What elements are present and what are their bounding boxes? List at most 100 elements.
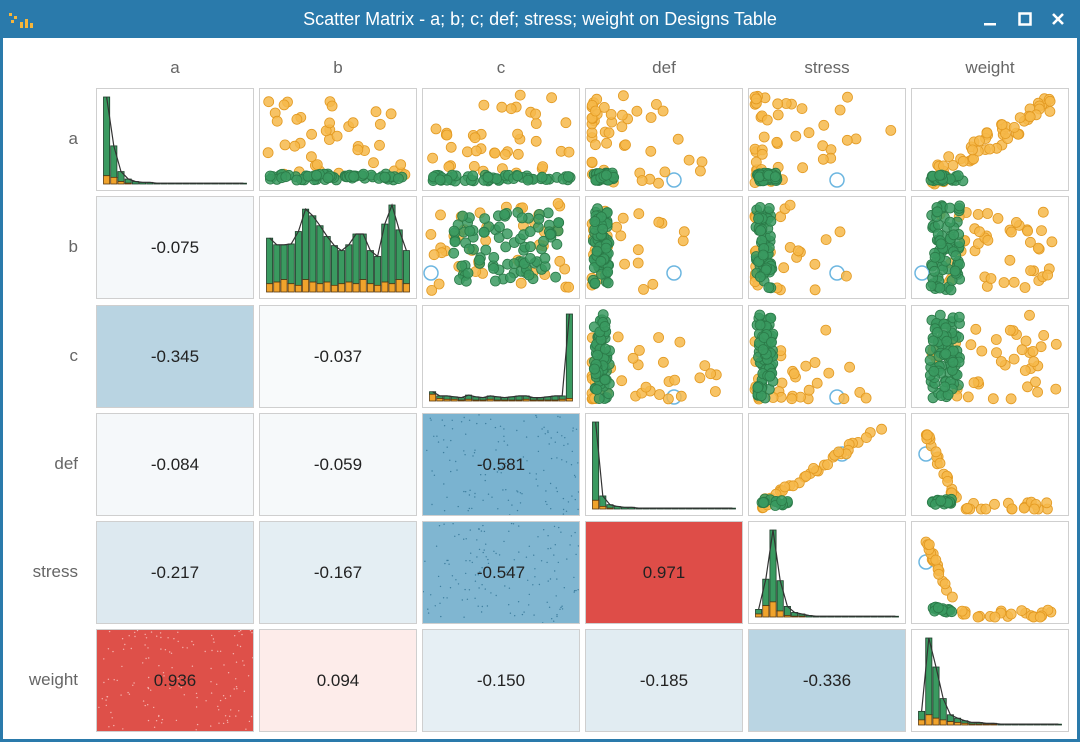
scatter-cell-a-c[interactable] xyxy=(422,88,580,191)
data-point-orange xyxy=(939,578,951,590)
correlation-cell-stress-b[interactable]: -0.167 xyxy=(259,521,417,624)
scatter-plot-b-vs-weight[interactable] xyxy=(912,197,1068,298)
data-point-orange xyxy=(1044,105,1056,117)
histogram-bar-orange xyxy=(316,283,324,293)
data-point-orange xyxy=(998,277,1010,288)
data-point-orange xyxy=(841,270,852,282)
histogram-cell-weight[interactable] xyxy=(911,629,1069,732)
correlation-cell-b-a[interactable]: -0.075 xyxy=(96,196,254,299)
scatter-plot-a-vs-c[interactable] xyxy=(423,89,579,190)
data-point-orange xyxy=(962,391,974,403)
data-point-orange xyxy=(638,284,649,295)
scatter-plot-c-vs-stress[interactable] xyxy=(749,306,905,407)
data-point-orange xyxy=(1004,324,1016,336)
scatter-plot-b-vs-stress[interactable] xyxy=(749,197,905,298)
scatter-cell-b-def[interactable] xyxy=(585,196,743,299)
correlation-cell-def-b[interactable]: -0.059 xyxy=(259,413,417,516)
scatter-cell-b-stress[interactable] xyxy=(748,196,906,299)
scatter-plot-a-vs-b[interactable] xyxy=(260,89,416,190)
data-point-green xyxy=(589,363,600,375)
histogram-cell-a[interactable] xyxy=(96,88,254,191)
row-label-c: c xyxy=(69,345,79,365)
correlation-cell-def-c[interactable]: -0.581 xyxy=(422,413,580,516)
histogram-bar-green xyxy=(309,215,317,283)
histogram-bar-orange xyxy=(925,714,933,726)
histogram-c[interactable] xyxy=(423,306,579,407)
correlation-value: -0.217 xyxy=(150,562,200,582)
scatter-plot-c-vs-weight[interactable] xyxy=(912,306,1068,407)
maximize-button[interactable] xyxy=(1010,4,1040,34)
data-point-orange xyxy=(441,129,453,141)
data-point-green xyxy=(945,284,957,296)
scatter-cell-c-stress[interactable] xyxy=(748,305,906,408)
scatter-cell-a-weight[interactable] xyxy=(911,88,1069,191)
scatter-cell-c-weight[interactable] xyxy=(911,305,1069,408)
data-point-orange xyxy=(792,245,804,257)
scatter-cell-a-b[interactable] xyxy=(259,88,417,191)
data-point-orange xyxy=(552,198,564,209)
correlation-value: -0.084 xyxy=(150,454,200,474)
scatter-cell-def-stress[interactable] xyxy=(748,413,906,516)
scatter-plot-stress-vs-weight[interactable] xyxy=(912,522,1068,623)
histogram-def[interactable] xyxy=(586,414,742,515)
histogram-cell-stress[interactable] xyxy=(748,521,906,624)
scatter-cell-a-def[interactable] xyxy=(585,88,743,191)
scatter-cell-c-def[interactable] xyxy=(585,305,743,408)
histogram-cell-c[interactable] xyxy=(422,305,580,408)
correlation-cell-def-a[interactable]: -0.084 xyxy=(96,413,254,516)
correlation-cell-weight-stress[interactable]: -0.336 xyxy=(748,629,906,732)
histogram-b[interactable] xyxy=(260,197,416,298)
scatter-plot-a-vs-stress[interactable] xyxy=(749,89,905,190)
data-point-orange xyxy=(758,131,770,143)
data-point-green xyxy=(544,229,556,240)
correlation-cell-stress-def[interactable]: 0.971 xyxy=(585,521,743,624)
data-point-orange xyxy=(589,139,601,151)
title-bar[interactable]: Scatter Matrix - a; b; c; def; stress; w… xyxy=(0,0,1080,38)
scatter-cell-b-c[interactable] xyxy=(422,196,580,299)
correlation-cell-stress-c[interactable]: -0.547 xyxy=(422,521,580,624)
correlation-cell-c-a[interactable]: -0.345 xyxy=(96,305,254,408)
data-point-orange xyxy=(756,148,768,160)
data-point-green xyxy=(551,238,563,250)
histogram-a[interactable] xyxy=(97,89,253,190)
data-point-orange xyxy=(514,89,526,101)
scatter-plot-a-vs-weight[interactable] xyxy=(912,89,1068,190)
scatter-plot-b-vs-def[interactable] xyxy=(586,197,742,298)
selected-point-ring xyxy=(666,172,682,188)
app-logo-icon xyxy=(9,13,33,28)
scatter-cell-stress-weight[interactable] xyxy=(911,521,1069,624)
scatter-plot-a-vs-def[interactable] xyxy=(586,89,742,190)
scatter-cell-a-stress[interactable] xyxy=(748,88,906,191)
data-point-green xyxy=(448,225,460,237)
correlation-cell-weight-def[interactable]: -0.185 xyxy=(585,629,743,732)
scatter-plot-b-vs-c[interactable] xyxy=(423,197,579,298)
data-point-green xyxy=(600,242,612,254)
histogram-cell-def[interactable] xyxy=(585,413,743,516)
data-point-green xyxy=(757,344,769,355)
scatter-cell-b-weight[interactable] xyxy=(911,196,1069,299)
scatter-plot-def-vs-weight[interactable] xyxy=(912,414,1068,515)
correlation-cell-weight-b[interactable]: 0.094 xyxy=(259,629,417,732)
histogram-stress[interactable] xyxy=(749,522,905,623)
data-point-green xyxy=(488,263,499,274)
data-point-orange xyxy=(374,118,386,130)
data-point-green xyxy=(935,238,947,250)
data-point-green xyxy=(482,171,494,183)
data-point-green xyxy=(474,254,485,266)
scatter-plot-c-vs-def[interactable] xyxy=(586,306,742,407)
correlation-value: -0.581 xyxy=(476,454,526,474)
correlation-cell-c-b[interactable]: -0.037 xyxy=(259,305,417,408)
row-label-b: b xyxy=(68,236,78,256)
correlation-cell-weight-a[interactable]: 0.936 xyxy=(96,629,254,732)
scatter-plot-def-vs-stress[interactable] xyxy=(749,414,905,515)
histogram-bar-orange xyxy=(338,283,346,293)
data-point-orange xyxy=(962,502,973,514)
correlation-cell-stress-a[interactable]: -0.217 xyxy=(96,521,254,624)
minimize-button[interactable] xyxy=(975,4,1005,34)
scatter-cell-def-weight[interactable] xyxy=(911,413,1069,516)
histogram-weight[interactable] xyxy=(912,630,1068,731)
close-button[interactable] xyxy=(1043,4,1073,34)
data-point-orange xyxy=(368,157,379,169)
histogram-cell-b[interactable] xyxy=(259,196,417,299)
correlation-cell-weight-c[interactable]: -0.150 xyxy=(422,629,580,732)
